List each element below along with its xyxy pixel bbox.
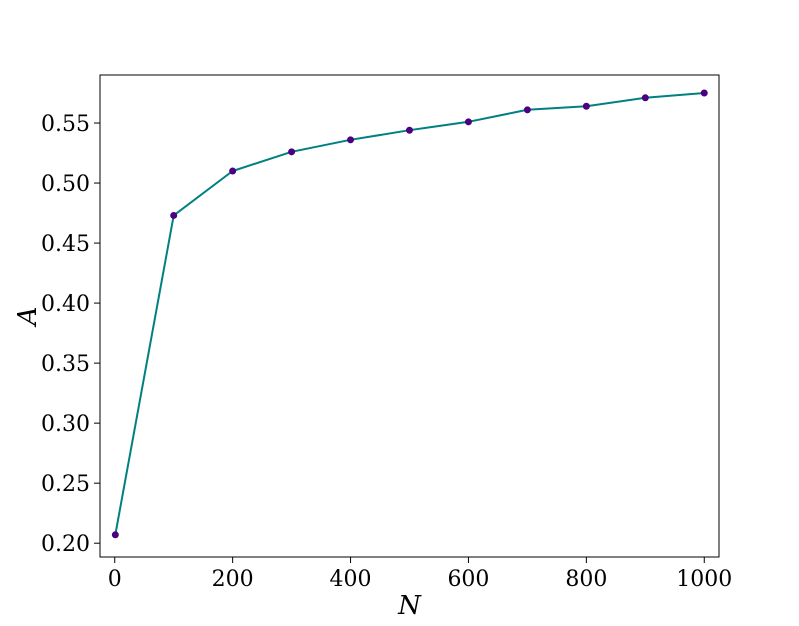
data-point (700, 89, 708, 97)
y-tick-label: 0.50 (41, 172, 90, 197)
y-tick-label: 0.35 (41, 352, 90, 377)
data-point (229, 167, 237, 175)
data-point (464, 118, 472, 126)
data-point (406, 126, 413, 134)
y-tick-label: 0.25 (41, 472, 90, 497)
x-tick-label: 1000 (676, 567, 732, 592)
x-axis-ticks: 0 200 400 600 800 1000 (108, 557, 732, 592)
x-axis-label: N (397, 591, 422, 621)
data-point (641, 94, 649, 102)
x-tick-label: 400 (330, 567, 372, 592)
y-tick-label: 0.40 (41, 292, 90, 317)
x-tick-label: 0 (108, 567, 122, 592)
data-point (288, 148, 296, 156)
x-tick-label: 200 (212, 567, 254, 592)
y-tick-label: 0.20 (41, 532, 90, 557)
series-layer (111, 89, 708, 539)
y-tick-label: 0.30 (41, 412, 90, 437)
y-axis-ticks: 0.20 0.25 0.30 0.35 0.40 0.45 0.50 0.55 (41, 112, 100, 557)
y-tick-label: 0.55 (41, 112, 90, 137)
data-point (523, 106, 531, 114)
y-axis-label: A (13, 307, 43, 328)
data-point (111, 531, 119, 539)
data-point (582, 102, 590, 110)
x-tick-label: 800 (565, 567, 607, 592)
data-point (170, 211, 178, 219)
plot-area (99, 74, 720, 558)
data-point (347, 136, 355, 144)
y-tick-label: 0.45 (41, 232, 90, 257)
x-tick-label: 600 (447, 567, 489, 592)
